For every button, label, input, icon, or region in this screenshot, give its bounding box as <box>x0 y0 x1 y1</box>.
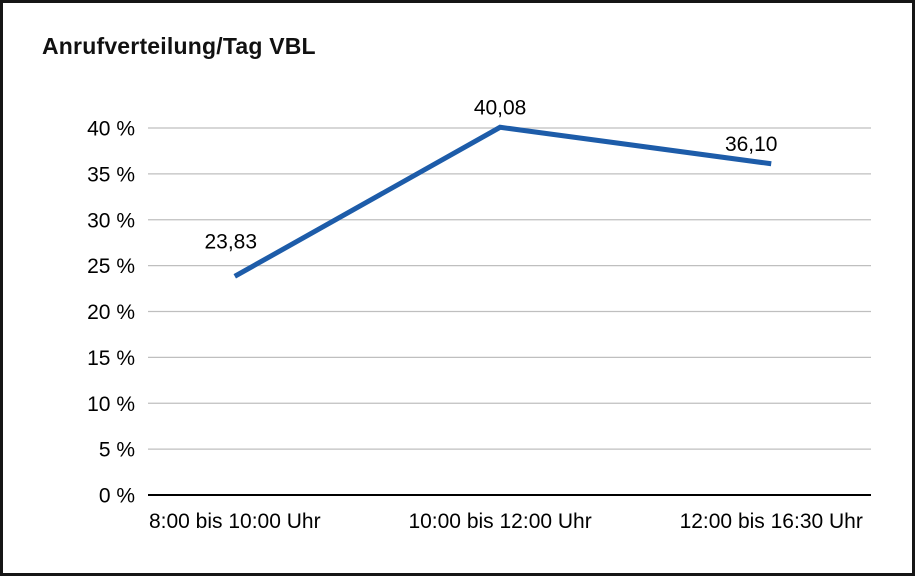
x-tick-label: 10:00 bis 12:00 Uhr <box>408 510 591 533</box>
y-tick-label: 5 % <box>99 439 135 462</box>
point-label: 23,83 <box>204 230 257 253</box>
line-chart: 0 % 5 % 10 % 15 % 20 % 25 % 30 % 35 % 40 % 8:00 b… <box>87 96 871 533</box>
y-tick-label: 35 % <box>87 163 135 186</box>
y-tick-label: 40 % <box>87 118 135 141</box>
x-tick-label: 12:00 bis 16:30 Uhr <box>680 510 863 533</box>
chart-title: Anrufverteilung/Tag VBL <box>42 33 316 59</box>
y-tick-label: 0 % <box>99 485 135 508</box>
y-tick-label: 20 % <box>87 301 135 324</box>
y-tick-label: 15 % <box>87 347 135 370</box>
point-label: 36,10 <box>725 133 778 156</box>
data-line <box>233 124 772 279</box>
point-label: 40,08 <box>474 96 527 119</box>
y-tick-label: 10 % <box>87 393 135 416</box>
x-tick-label: 8:00 bis 10:00 Uhr <box>149 510 321 533</box>
y-tick-label: 30 % <box>87 209 135 232</box>
y-tick-label: 25 % <box>87 255 135 278</box>
